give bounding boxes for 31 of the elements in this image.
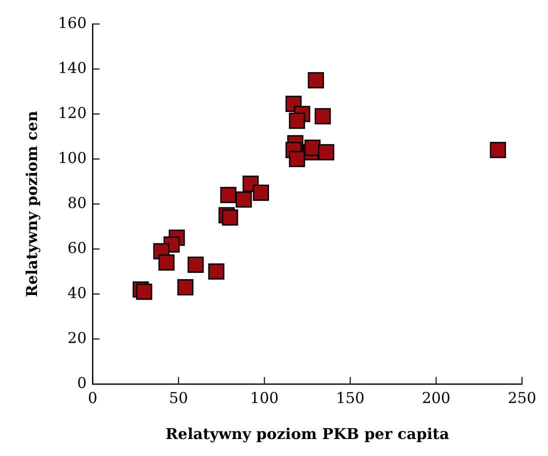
point [188, 256, 204, 273]
point [136, 284, 152, 300]
point [220, 186, 236, 204]
y-tick-label: 20 [68, 328, 87, 347]
y-tick-label: 100 [58, 148, 87, 167]
y-tick-label: 120 [58, 104, 87, 122]
point [308, 72, 324, 88]
x-tick-label: 150 [336, 388, 365, 407]
point [158, 254, 175, 271]
point [236, 191, 252, 208]
y-tick-label: 60 [68, 238, 87, 257]
y-tick-label: 80 [68, 194, 87, 212]
x-tick-label: 100 [250, 388, 279, 407]
x-axis-title: Relatywny poziom PKB per capita [165, 424, 450, 443]
point [314, 108, 331, 124]
x-tick-label: 250 [508, 388, 536, 407]
y-tick-label: 140 [58, 58, 87, 77]
y-tick-label: 0 [77, 374, 87, 392]
y-tick-label: 160 [58, 14, 87, 32]
point [490, 142, 506, 158]
point [288, 150, 306, 168]
point [208, 263, 224, 280]
x-tick-label: 200 [422, 388, 450, 407]
point [288, 112, 306, 129]
x-tick-label: 50 [168, 388, 188, 407]
y-axis-title: Relatywny poziom cen [22, 110, 41, 298]
y-tick-label: 40 [68, 284, 87, 302]
point [252, 184, 270, 201]
point [222, 209, 238, 226]
point [177, 279, 194, 296]
point [318, 144, 334, 160]
